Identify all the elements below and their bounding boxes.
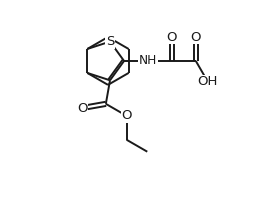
Text: O: O (121, 109, 132, 122)
Text: O: O (77, 102, 88, 115)
Text: NH: NH (139, 54, 157, 67)
Text: OH: OH (197, 75, 218, 88)
Text: S: S (106, 35, 114, 48)
Text: O: O (191, 31, 201, 43)
Text: O: O (167, 31, 177, 43)
